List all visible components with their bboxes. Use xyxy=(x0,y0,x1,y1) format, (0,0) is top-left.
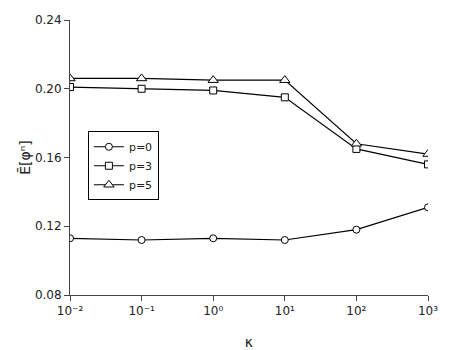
svg-text:0.20: 0.20 xyxy=(35,82,62,96)
svg-text:10⁻²: 10⁻² xyxy=(57,304,84,318)
svg-text:10¹: 10¹ xyxy=(275,304,295,318)
svg-text:10⁻¹: 10⁻¹ xyxy=(128,304,155,318)
svg-text:Ē[φⁿ]: Ē[φⁿ] xyxy=(17,140,33,175)
svg-text:0.08: 0.08 xyxy=(35,288,62,302)
svg-text:0.12: 0.12 xyxy=(35,219,62,233)
svg-text:p=5: p=5 xyxy=(129,179,152,192)
svg-text:κ: κ xyxy=(245,334,253,350)
svg-text:10⁰: 10⁰ xyxy=(203,304,223,318)
svg-text:0.24: 0.24 xyxy=(35,13,62,27)
svg-text:0.16: 0.16 xyxy=(35,151,62,165)
svg-text:p=0: p=0 xyxy=(129,141,152,154)
svg-text:p=3: p=3 xyxy=(129,160,152,173)
svg-text:10²: 10² xyxy=(346,304,366,318)
svg-text:10³: 10³ xyxy=(418,304,438,318)
